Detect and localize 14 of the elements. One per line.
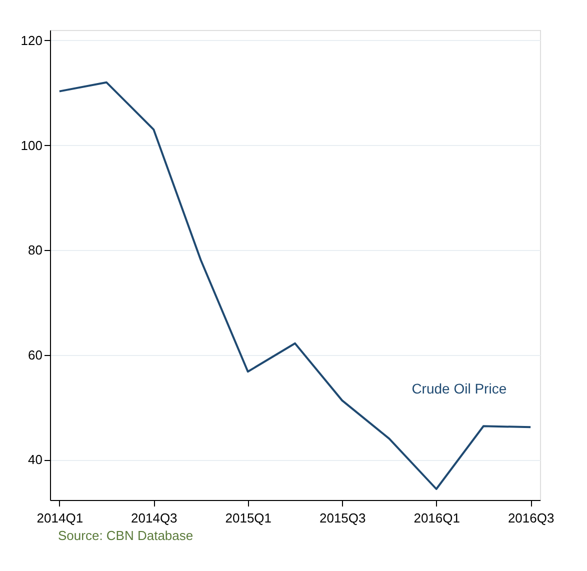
text: Crude Oil Price — [412, 380, 507, 397]
line-series — [58, 81, 532, 490]
x-tick-label: 2015Q1 — [225, 510, 272, 526]
x-tick-label: 2016Q1 — [414, 510, 460, 526]
x-tick-label: 2015Q3 — [319, 510, 366, 526]
y-tick-label: 120 — [20, 32, 42, 48]
x-tick-label: 2016Q3 — [508, 510, 554, 526]
y-tick-label: 40 — [28, 452, 42, 468]
source-note: Source: CBN Database — [58, 528, 194, 543]
x-tick-label: 2014Q1 — [36, 510, 84, 526]
y-tick-label: 80 — [28, 242, 42, 258]
y-tick-label: 100 — [20, 138, 42, 153]
x-tick-label: 2014Q3 — [131, 510, 178, 526]
y-tick-label: 60 — [28, 347, 42, 362]
